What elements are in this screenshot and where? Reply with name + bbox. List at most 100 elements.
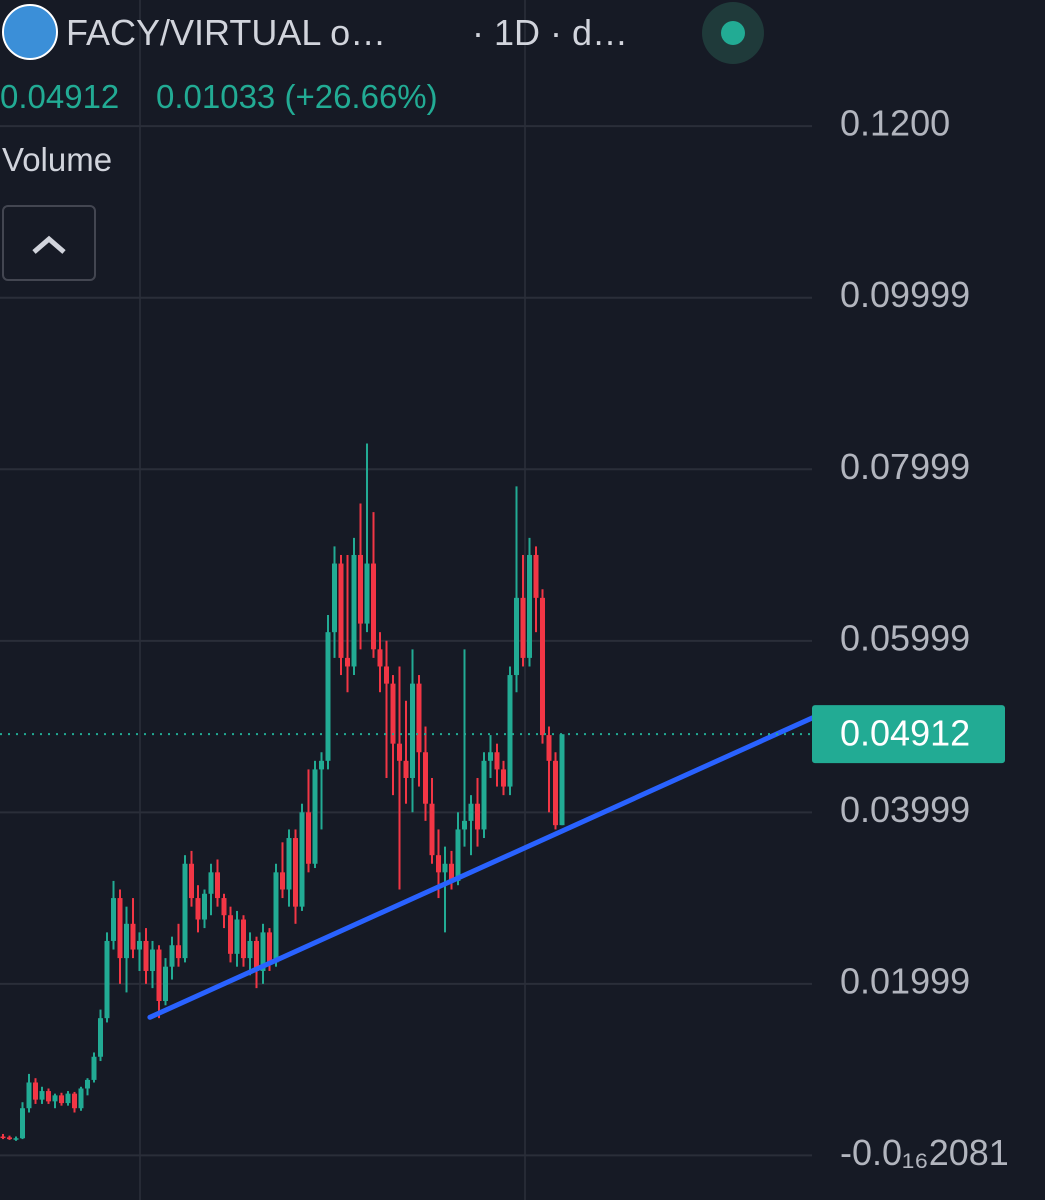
candle-body	[208, 872, 214, 894]
candle-body	[78, 1088, 84, 1109]
candle-body	[553, 760, 558, 826]
candle-body	[364, 563, 370, 624]
candle-body	[520, 597, 526, 658]
candle-body	[65, 1093, 71, 1104]
candle-body	[215, 872, 220, 899]
candle-body	[371, 563, 376, 650]
candle-body	[280, 872, 285, 890]
candle-body	[150, 949, 155, 971]
candle-body	[442, 863, 448, 873]
candle-body	[494, 752, 500, 770]
candle-body	[527, 554, 532, 658]
candle-body	[546, 735, 552, 761]
price-change: 0.01033 (+26.66%)	[156, 78, 438, 115]
last-price-tag-label: 0.04912	[840, 713, 970, 754]
candle-body	[46, 1091, 51, 1102]
candle-body	[98, 1018, 103, 1057]
candle-body	[189, 863, 194, 899]
y-tick-label: 0.09999	[840, 274, 970, 315]
candle-body	[39, 1091, 45, 1100]
interval[interactable]: · 1D · d…	[472, 12, 629, 53]
y-tick-label: 0.07999	[840, 446, 970, 487]
symbol-title[interactable]: FACY/VIRTUAL o…	[66, 12, 387, 53]
candle-body	[169, 945, 175, 967]
candle-body	[325, 632, 331, 761]
candle-body	[130, 923, 136, 950]
candle-body	[299, 812, 305, 907]
candle-body	[332, 563, 337, 633]
candle-body	[228, 915, 233, 954]
candle-body	[416, 683, 422, 753]
candle-body	[449, 863, 454, 881]
candle-body	[468, 803, 474, 821]
candle-body	[475, 803, 480, 830]
candle-body	[306, 812, 311, 864]
candle-body	[293, 838, 298, 907]
candle-body	[397, 743, 402, 761]
y-tick-label: -0.0₁₆2081	[840, 1132, 1009, 1173]
candle-body	[52, 1095, 58, 1102]
trendline	[147, 715, 815, 1020]
candle-body	[351, 554, 357, 667]
candle-body	[429, 803, 435, 856]
y-tick-label: 0.03999	[840, 789, 970, 830]
symbol-logo[interactable]	[2, 4, 58, 60]
candle-body	[455, 829, 461, 881]
candle-body	[7, 1137, 12, 1140]
candle-body	[501, 769, 506, 787]
collapse-button[interactable]	[2, 205, 96, 281]
candle-body	[156, 949, 162, 1002]
candle-body	[254, 940, 259, 971]
candle-body	[163, 966, 168, 1002]
last-price-tag	[812, 705, 1005, 764]
candle-body	[91, 1056, 97, 1080]
candle-body	[72, 1093, 77, 1109]
candle-body	[20, 1108, 25, 1139]
candle-body	[410, 683, 415, 778]
candle-body	[176, 945, 181, 959]
candle-body	[124, 923, 129, 959]
candle-body	[13, 1138, 19, 1140]
candle-body	[143, 940, 149, 971]
candle-body	[26, 1082, 32, 1109]
candle-body	[507, 675, 513, 787]
candle-body	[59, 1095, 64, 1104]
candle-body	[384, 666, 389, 684]
candle-body	[137, 940, 142, 950]
last-price: 0.04912	[0, 78, 120, 115]
candle-body	[195, 898, 201, 920]
candle-body	[0, 1136, 6, 1139]
candle-body	[202, 893, 207, 920]
candle-body	[312, 769, 318, 864]
candle-body	[345, 657, 350, 667]
candle-body	[286, 838, 292, 890]
candle-body	[533, 554, 539, 598]
candle-body	[104, 940, 110, 1019]
status-button[interactable]	[702, 2, 764, 64]
candle-body	[514, 597, 519, 676]
indicator-label: Volume	[2, 141, 113, 178]
candle-body	[117, 898, 123, 959]
candle-body	[462, 820, 467, 830]
y-tick-label: 0.01999	[840, 960, 970, 1001]
candle-body	[273, 872, 279, 963]
candle-body	[221, 898, 227, 916]
candle-body	[247, 940, 253, 959]
candle-body	[319, 760, 324, 770]
candle-body	[436, 855, 441, 873]
candle-body	[488, 752, 493, 761]
candle-body	[234, 919, 240, 954]
candle-body	[423, 752, 428, 804]
candle-body	[260, 932, 266, 971]
candle-body	[540, 597, 545, 736]
candle-body	[390, 683, 396, 744]
status-dot	[721, 21, 745, 45]
candle-body	[241, 919, 246, 959]
candle-body	[481, 760, 487, 830]
candle-body	[377, 649, 383, 667]
chevron-icon	[32, 235, 66, 254]
candle-body	[338, 563, 344, 658]
candle-body	[403, 760, 409, 778]
